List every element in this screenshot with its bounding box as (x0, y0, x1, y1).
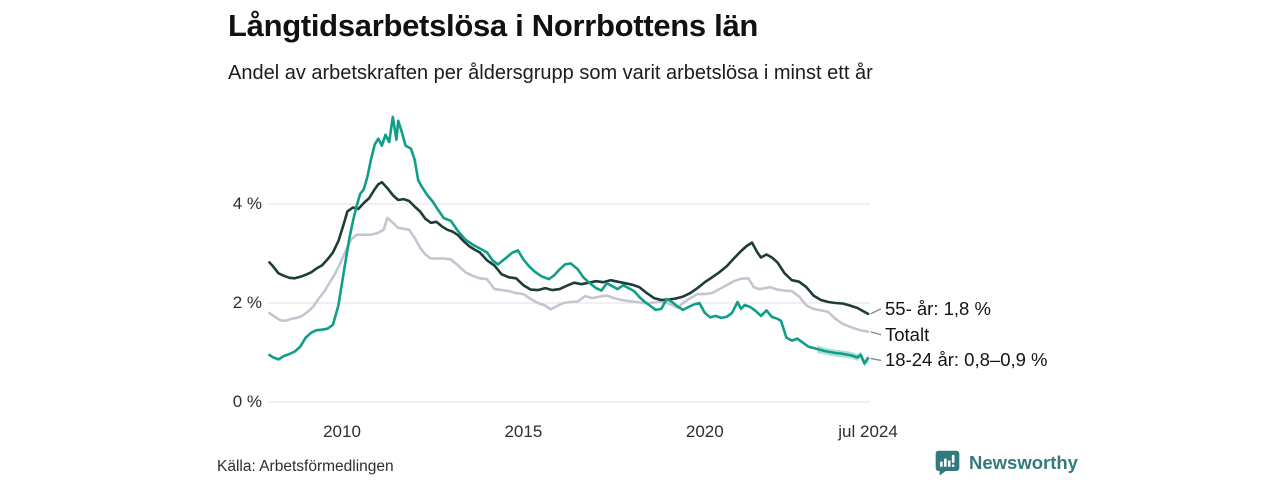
annotation-connector (870, 308, 882, 315)
x-axis-label: 2015 (504, 422, 543, 441)
y-axis-label: 2 % (232, 293, 262, 312)
chart-subtitle: Andel av arbetskraften per åldersgrupp s… (228, 62, 873, 84)
x-axis-label: 2010 (323, 422, 361, 441)
series-line-18-24-r (268, 115, 870, 365)
annotation-connector (870, 357, 882, 362)
y-axis-label: 4 % (232, 194, 262, 213)
x-axis-label: 2020 (685, 422, 724, 441)
series-annotation-Totalt: Totalt (885, 323, 930, 345)
source-note: Källa: Arbetsförmedlingen (217, 458, 394, 475)
newsworthy-wordmark: Newsworthy (969, 451, 1078, 473)
series-line-Totalt (268, 216, 870, 334)
chart-title: Långtidsarbetslösa i Norrbottens län (228, 8, 759, 43)
newsworthy-logo: Newsworthy (934, 449, 1078, 476)
confidence-band (817, 345, 869, 367)
x-axis-label: jul 2024 (838, 422, 898, 441)
series-line-55-r (268, 180, 870, 316)
annotation-connector (870, 331, 882, 336)
series-annotation-18-24-r: 18-24 år: 0,8–0,9 % (885, 349, 1048, 371)
y-axis-label: 0 % (232, 392, 262, 411)
series-annotation-55-r: 55- år: 1,8 % (885, 297, 991, 319)
newsworthy-bubble-chart-icon (935, 450, 960, 476)
